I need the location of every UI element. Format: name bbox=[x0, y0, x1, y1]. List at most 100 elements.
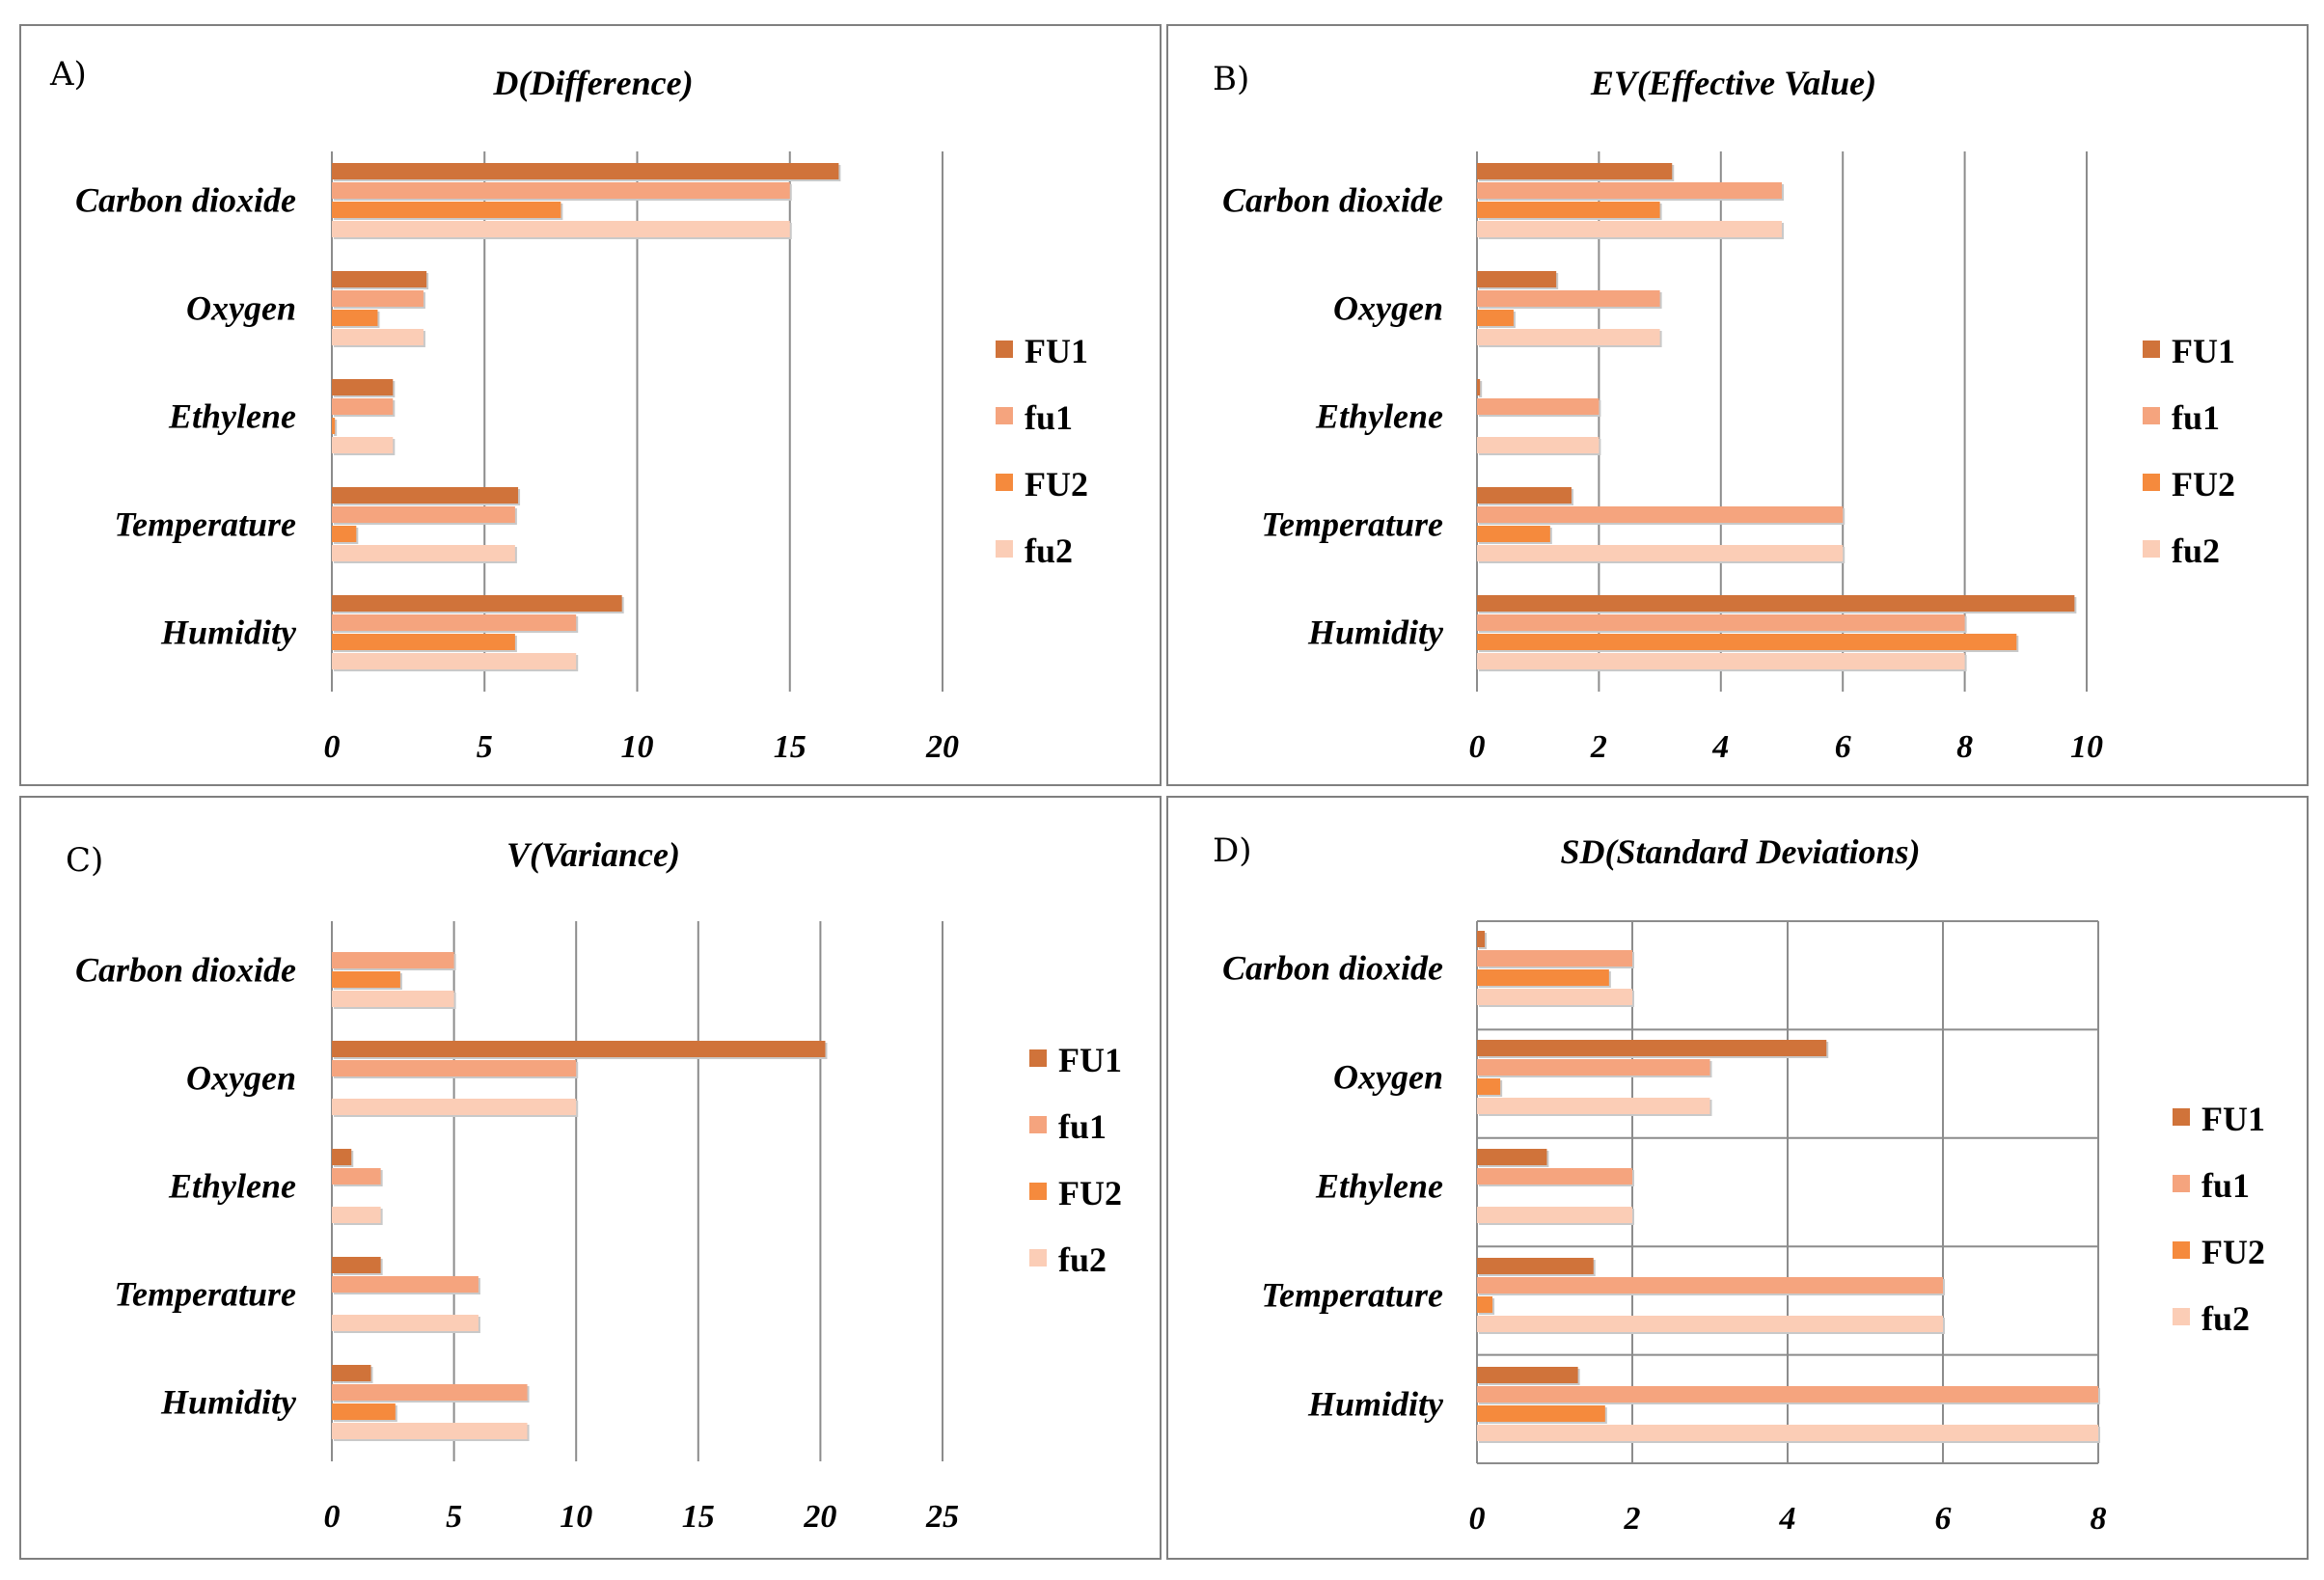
chart-panel-variance: C) V(Variance) Carbon dioxide Oxygen Ethyl… bbox=[19, 796, 1162, 1560]
bar-fu1-temperature bbox=[1477, 1258, 1594, 1274]
bar-fu1-oxygen bbox=[332, 290, 424, 307]
bar-chart-effective-value: Carbon dioxide Oxygen Ethylene Temperature H… bbox=[1222, 151, 2235, 765]
bar-fu2-temperature bbox=[1477, 1296, 1493, 1313]
bar-fu1-carbon-dioxide bbox=[1477, 182, 1782, 199]
legend: FU1 fu1 FU2 fu2 bbox=[1029, 1041, 1122, 1279]
tick-label: 8 bbox=[1956, 729, 1973, 765]
x-axis: 0 5 10 15 20 bbox=[324, 729, 960, 765]
bar-fu1-carbon-dioxide bbox=[332, 952, 454, 968]
category-label: Oxygen bbox=[186, 1059, 296, 1098]
chart-title: SD(Standard Deviations) bbox=[1560, 832, 1921, 871]
bar-fu2-humidity bbox=[332, 634, 515, 650]
tick-label: 0 bbox=[1469, 1501, 1486, 1537]
bar-fu2-ethylene bbox=[332, 418, 336, 434]
bar-shadow bbox=[1479, 381, 1483, 397]
category-label: Temperature bbox=[114, 505, 296, 544]
bar-fu2-temperature bbox=[1477, 545, 1844, 561]
bar-fu2-oxygen bbox=[332, 1099, 577, 1115]
tick-label: 0 bbox=[324, 729, 341, 765]
bar-chart-standard-deviations: Carbon dioxide Oxygen Ethylene Temperature H… bbox=[1222, 920, 2265, 1537]
bar-fu1-oxygen bbox=[332, 1060, 577, 1076]
tick-label: 5 bbox=[477, 729, 493, 765]
legend-label: FU1 bbox=[2201, 1100, 2265, 1138]
tick-label: 4 bbox=[1711, 729, 1729, 765]
gridlines bbox=[1476, 920, 2099, 1464]
bar-fu1-humidity bbox=[332, 1365, 371, 1381]
category-label: Ethylene bbox=[1315, 397, 1443, 436]
legend-swatch-fu1 bbox=[996, 407, 1013, 424]
bar-fu2-humidity bbox=[332, 1423, 528, 1439]
legend-swatch-fu1 bbox=[2173, 1108, 2190, 1126]
bar-fu1-ethylene bbox=[332, 1149, 352, 1165]
bar-chart-variance: Carbon dioxide Oxygen Ethylene Temperature H… bbox=[75, 921, 1122, 1535]
panel-letter: C) bbox=[66, 841, 104, 880]
category-label: Temperature bbox=[1261, 505, 1443, 544]
x-axis: 0 5 10 15 20 25 bbox=[324, 1499, 960, 1535]
bar-fu1-temperature bbox=[332, 506, 515, 523]
bar-fu2-humidity bbox=[332, 1403, 396, 1420]
legend-label: FU2 bbox=[1058, 1174, 1122, 1212]
bar-fu1-oxygen bbox=[332, 1041, 826, 1057]
legend-swatch-fu2 bbox=[1029, 1249, 1047, 1267]
bar-fu1-oxygen bbox=[332, 271, 427, 287]
category-label: Humidity bbox=[160, 1383, 297, 1422]
bar-fu2-oxygen bbox=[332, 329, 424, 345]
bar-fu1-carbon-dioxide bbox=[332, 163, 839, 179]
chart-title: V(Variance) bbox=[506, 835, 680, 874]
tick-label: 8 bbox=[2091, 1501, 2107, 1537]
legend-swatch-fu2 bbox=[2173, 1308, 2190, 1325]
legend-swatch-fu1 bbox=[2143, 407, 2160, 424]
legend-label: FU1 bbox=[1058, 1041, 1122, 1079]
bar-fu2-carbon-dioxide bbox=[332, 971, 400, 988]
x-axis: 0 2 4 6 8 10 bbox=[1469, 729, 2104, 765]
bars bbox=[1477, 163, 2077, 671]
bar-fu2-carbon-dioxide bbox=[1477, 989, 1632, 1005]
chart-title: EV(Effective Value) bbox=[1590, 64, 1877, 102]
bar-fu1-humidity bbox=[1477, 595, 2075, 612]
legend-label: fu1 bbox=[2172, 398, 2220, 437]
bar-fu1-temperature bbox=[332, 1276, 478, 1293]
bar-fu1-humidity bbox=[1477, 614, 1965, 631]
panel-letter: A) bbox=[50, 55, 87, 94]
bar-fu1-temperature bbox=[332, 487, 519, 504]
bar-chart-difference: Carbon dioxide Oxygen Ethylene Temperature H… bbox=[75, 151, 1088, 765]
legend: FU1 fu1 FU2 fu2 bbox=[2143, 332, 2235, 570]
tick-label: 6 bbox=[1935, 1501, 1952, 1537]
bars bbox=[332, 163, 841, 671]
category-label: Oxygen bbox=[1333, 289, 1443, 328]
tick-label: 5 bbox=[446, 1499, 462, 1535]
tick-label: 25 bbox=[925, 1499, 959, 1535]
bar-fu1-humidity bbox=[332, 614, 577, 631]
tick-label: 0 bbox=[324, 1499, 341, 1535]
tick-label: 0 bbox=[1469, 729, 1486, 765]
category-label: Oxygen bbox=[1333, 1058, 1443, 1097]
x-axis: 0 2 4 6 8 bbox=[1469, 1501, 2107, 1537]
legend-label: fu2 bbox=[1058, 1240, 1107, 1279]
bar-fu2-humidity bbox=[1477, 634, 2017, 650]
bar-fu2-ethylene bbox=[1477, 437, 1599, 453]
legend-swatch-fu2 bbox=[2143, 474, 2160, 491]
tick-label: 20 bbox=[925, 729, 959, 765]
category-label: Carbon dioxide bbox=[1222, 949, 1443, 988]
bar-fu2-temperature bbox=[1477, 526, 1550, 542]
legend-swatch-fu2 bbox=[996, 540, 1013, 558]
panel-letter: D) bbox=[1213, 831, 1252, 870]
bar-fu2-ethylene bbox=[332, 437, 394, 453]
bar-fu2-ethylene bbox=[1477, 1207, 1632, 1223]
legend-label: fu1 bbox=[1058, 1107, 1107, 1146]
category-label: Carbon dioxide bbox=[75, 181, 296, 220]
bar-fu1-temperature bbox=[1477, 487, 1572, 504]
bar-fu1-carbon-dioxide bbox=[1477, 931, 1486, 947]
legend-swatch-fu2 bbox=[2143, 540, 2160, 558]
category-label: Carbon dioxide bbox=[1222, 181, 1443, 220]
bar-fu2-ethylene bbox=[332, 1207, 381, 1223]
chart-panel-standard-deviations: D) SD(Standard Deviations) Carbon dioxid… bbox=[1166, 796, 2309, 1560]
bar-fu2-temperature bbox=[332, 526, 357, 542]
bar-fu1-humidity bbox=[1477, 1367, 1578, 1383]
bar-fu1-oxygen bbox=[1477, 1040, 1827, 1056]
bar-fu1-ethylene bbox=[332, 1168, 381, 1185]
bar-fu1-carbon-dioxide bbox=[1477, 163, 1673, 179]
tick-label: 10 bbox=[2070, 729, 2103, 765]
tick-label: 15 bbox=[774, 729, 807, 765]
tick-label: 4 bbox=[1779, 1501, 1796, 1537]
